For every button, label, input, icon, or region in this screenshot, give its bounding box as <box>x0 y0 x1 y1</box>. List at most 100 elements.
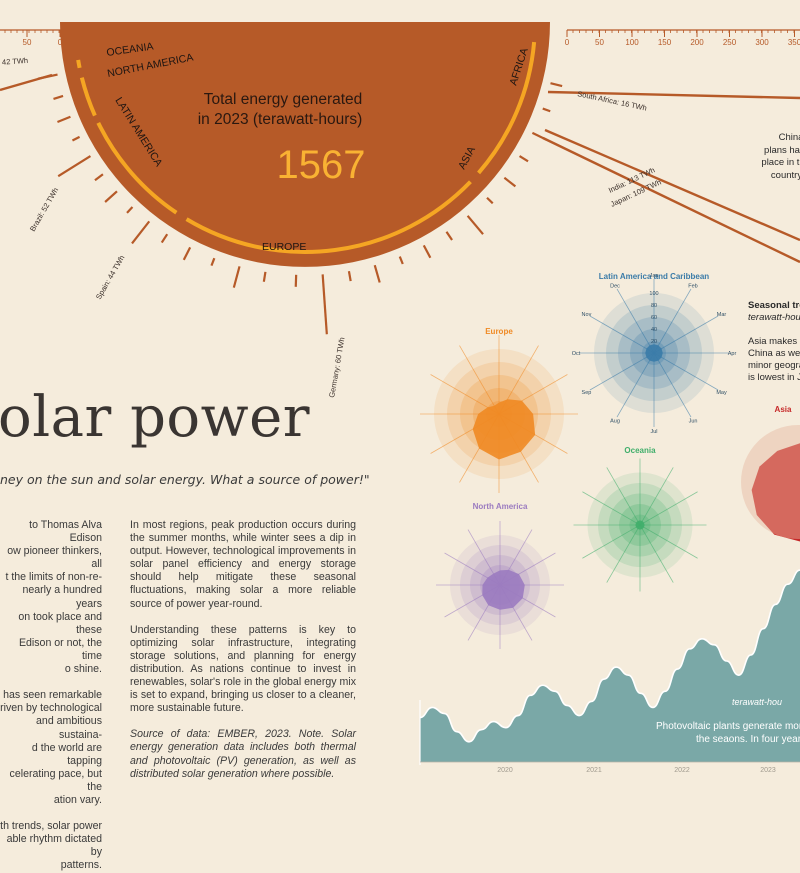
paragraph-gap <box>0 676 102 689</box>
sun-tick <box>162 234 167 242</box>
radial-chart: Oceania <box>574 446 707 592</box>
body-line: ation vary. <box>0 794 102 807</box>
month-label: Dec <box>610 283 620 289</box>
x-tick-label: 2020 <box>497 767 513 774</box>
sun-tick <box>424 245 431 257</box>
area-caption-line: the seaons. In four years, g <box>696 734 800 745</box>
month-label: Sep <box>582 390 592 396</box>
body-line: th trends, solar power <box>0 820 102 833</box>
page-headline: olar power <box>0 385 310 450</box>
china-note-line: China's <box>750 132 800 145</box>
area-unit-label: terawatt-hou <box>732 697 782 707</box>
region-arc <box>78 60 79 68</box>
ring-tick-label: 60 <box>651 315 657 321</box>
body-paragraph-2: Understanding these patterns is key to o… <box>130 624 356 716</box>
month-label: Nov <box>582 312 592 318</box>
radial-ring <box>741 425 800 539</box>
body-line: to Thomas Alva Edison <box>0 519 102 545</box>
seasonal-note-line: is lowest in Ja <box>748 372 800 384</box>
seasonal-note-line: minor geogra <box>748 360 800 372</box>
scale-tick-label: 150 <box>658 38 672 47</box>
month-label: Feb <box>688 283 697 289</box>
sun-tick <box>264 272 266 282</box>
body-line: d the world are tapping <box>0 742 102 768</box>
body-line: has seen remarkable <box>0 689 102 702</box>
month-label: Oct <box>572 351 581 357</box>
paragraph-gap <box>0 807 102 820</box>
country-label: Germany: 60 TWh <box>327 337 346 399</box>
sun-tick <box>105 191 117 202</box>
sun-tick <box>211 258 214 265</box>
body-line: riven by technological <box>0 702 102 715</box>
body-line: patterns. <box>0 859 102 872</box>
sun-tick <box>520 156 528 161</box>
china-note-line: country p <box>750 170 800 183</box>
month-label: Jul <box>650 429 657 435</box>
sun-tick <box>58 156 90 176</box>
body-line: nearly a hundred years <box>0 584 102 610</box>
scale-tick-label: 100 <box>625 38 639 47</box>
scale-tick-label: 50 <box>23 38 32 47</box>
sun-tick <box>550 83 562 86</box>
body-line: celerating pace, but the <box>0 768 102 794</box>
body-line: able rhythm dictated by <box>0 833 102 859</box>
sun-tick <box>127 207 132 213</box>
sun-title-line-1: Total energy generated <box>204 91 363 108</box>
country-label: Brazil: 52 TWh <box>28 186 60 233</box>
china-note: China's plans have place in the country … <box>750 132 800 182</box>
radial-title: Oceania <box>624 446 656 455</box>
scale-tick-label: 200 <box>690 38 704 47</box>
sun-tick <box>234 266 240 287</box>
country-label: : 42 TWh <box>0 56 28 67</box>
source-note: Source of data: EMBER, 2023. Note. Solar… <box>130 728 356 780</box>
ring-tick-label: 80 <box>651 303 657 309</box>
region-label: EUROPE <box>262 241 306 253</box>
body-line: Edison or not, the time <box>0 637 102 663</box>
sun-tick <box>323 274 327 334</box>
scale-tick-label: 50 <box>595 38 604 47</box>
radial-title: Asia <box>775 405 792 414</box>
seasonal-trends-note: Seasonal tre terawatt-hou Asia makes u C… <box>748 300 800 384</box>
sun-tick <box>468 216 483 234</box>
body-line: and ambitious sustaina- <box>0 715 102 741</box>
body-column-middle: In most regions, peak production occurs … <box>130 519 356 794</box>
x-tick-label: 2021 <box>586 767 602 774</box>
radial-chart: Latin America and CaribbeanJanFebMarAprM… <box>572 272 737 435</box>
sun-tick <box>72 137 79 141</box>
month-label: Jan <box>650 273 659 279</box>
radial-chart: Europe <box>420 327 578 493</box>
ring-tick-label: 20 <box>651 339 657 345</box>
body-line: ow pioneer thinkers, all <box>0 545 102 571</box>
seasonal-note-line: Asia makes u <box>748 336 800 348</box>
sun-tick <box>543 109 551 112</box>
month-label: Apr <box>728 351 737 357</box>
month-label: Jun <box>689 419 698 425</box>
country-bar <box>0 75 52 90</box>
x-tick-label: 2023 <box>760 767 776 774</box>
china-note-line: plans have <box>750 145 800 158</box>
sun-tick <box>57 117 70 122</box>
sun-tick <box>375 265 380 282</box>
seasonal-trends-unit: terawatt-hou <box>748 312 800 324</box>
month-label: Aug <box>610 419 620 425</box>
sun-tick <box>184 247 190 259</box>
china-note-line: place in the <box>750 157 800 170</box>
body-paragraph-1: In most regions, peak production occurs … <box>130 519 356 611</box>
sun-tick <box>132 221 149 243</box>
sun-tick <box>400 257 403 264</box>
seasonal-note-line: China as well <box>748 348 800 360</box>
sun-tick <box>446 232 452 240</box>
body-line: o shine. <box>0 663 102 676</box>
sun-tick <box>53 96 63 99</box>
seasonal-trends-title: Seasonal tre <box>748 300 800 312</box>
sun-tick <box>487 198 493 204</box>
scale-tick-label: 300 <box>755 38 769 47</box>
month-label: Mar <box>717 312 727 318</box>
country-label: Spain: 44 TWh <box>94 254 127 301</box>
radial-title: Europe <box>485 327 513 336</box>
sun-tick <box>95 174 103 180</box>
